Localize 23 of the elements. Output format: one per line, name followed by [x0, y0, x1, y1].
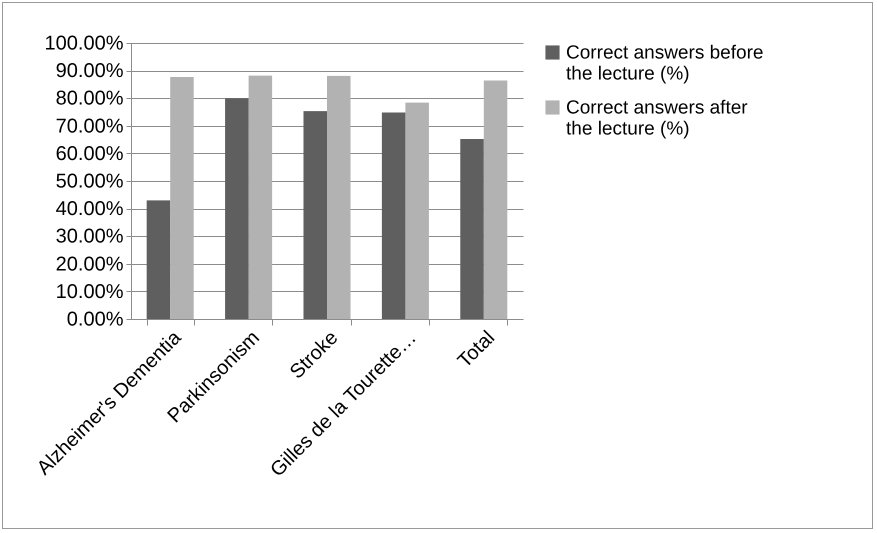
y-tick-label: 20.00%	[56, 253, 124, 276]
y-tick-label: 40.00%	[56, 198, 124, 220]
bar	[382, 112, 406, 319]
y-tick-label: 90.00%	[56, 60, 124, 82]
y-tick-label: 100.00%	[44, 32, 124, 54]
y-tick-label: 80.00%	[56, 88, 124, 110]
bar	[460, 139, 484, 319]
bar	[484, 80, 508, 319]
bar	[170, 76, 194, 319]
bar	[225, 98, 249, 319]
bar	[146, 200, 170, 319]
y-tick-label: 10.00%	[56, 280, 124, 303]
legend-label: Correct answers before the lecture (%)	[566, 42, 764, 84]
y-tick-label: 60.00%	[56, 142, 124, 165]
y-tick-label: 30.00%	[56, 226, 124, 248]
legend-label: Correct answers after the lecture (%)	[566, 98, 748, 140]
y-tick-label: 0.00%	[66, 308, 124, 330]
bar	[327, 76, 351, 319]
bar	[248, 76, 272, 319]
y-tick-label: 70.00%	[56, 115, 124, 138]
bar	[303, 111, 327, 319]
y-tick-label: 50.00%	[56, 170, 124, 192]
bar	[405, 102, 429, 319]
